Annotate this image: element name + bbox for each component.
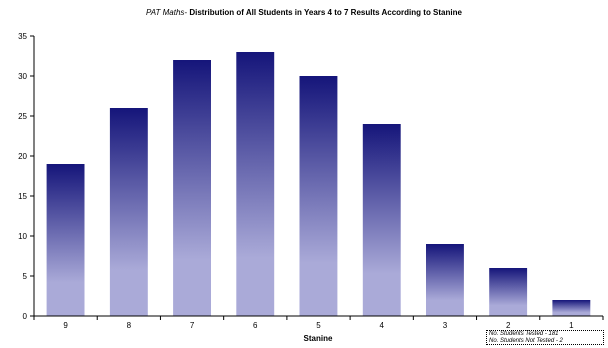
y-tick-label: 5 bbox=[23, 272, 28, 281]
x-tick-label: 6 bbox=[253, 321, 258, 330]
bar-6 bbox=[236, 52, 275, 316]
bar-5 bbox=[299, 76, 338, 316]
students-not-tested-note: No. Students Not Tested - 2 bbox=[489, 338, 563, 344]
x-tick-label: 7 bbox=[190, 321, 195, 330]
x-tick-label: 8 bbox=[127, 321, 132, 330]
y-tick-label: 10 bbox=[18, 232, 27, 241]
x-tick-label: 3 bbox=[443, 321, 448, 330]
bar-3 bbox=[426, 244, 464, 316]
x-tick-label: 9 bbox=[63, 321, 68, 330]
chart-title-prefix: PAT Maths- bbox=[146, 8, 188, 17]
y-tick-label: 30 bbox=[18, 72, 27, 81]
y-tick-label: 35 bbox=[18, 32, 27, 41]
bar-2 bbox=[489, 268, 528, 316]
x-axis-ticks: 9 8 7 6 5 4 3 2 1 bbox=[33, 316, 604, 330]
bar-9 bbox=[46, 164, 85, 316]
bar-series bbox=[46, 52, 591, 316]
bar-4 bbox=[362, 124, 401, 316]
y-tick-label: 25 bbox=[18, 112, 27, 121]
bar-7 bbox=[173, 60, 211, 316]
y-tick-label: 20 bbox=[18, 152, 27, 161]
bar-1 bbox=[552, 300, 591, 316]
bar-8 bbox=[109, 108, 148, 316]
chart-title-main: Distribution of All Students in Years 4 … bbox=[189, 8, 462, 17]
axes bbox=[33, 36, 603, 317]
y-tick-label: 15 bbox=[18, 192, 27, 201]
y-axis-ticks: 0 5 10 15 20 25 30 35 bbox=[18, 32, 34, 321]
x-axis-label: Stanine bbox=[304, 334, 333, 343]
y-tick-label: 0 bbox=[23, 312, 28, 321]
students-tested-note: No. Students Tested - 181 bbox=[489, 331, 559, 337]
x-tick-label: 2 bbox=[506, 321, 511, 330]
students-note-box: No. Students Tested - 181 No. Students N… bbox=[486, 330, 604, 345]
x-tick-label: 4 bbox=[379, 321, 384, 330]
x-tick-label: 1 bbox=[569, 321, 574, 330]
chart-title: PAT Maths- Distribution of All Students … bbox=[0, 8, 608, 17]
x-tick-label: 5 bbox=[316, 321, 321, 330]
